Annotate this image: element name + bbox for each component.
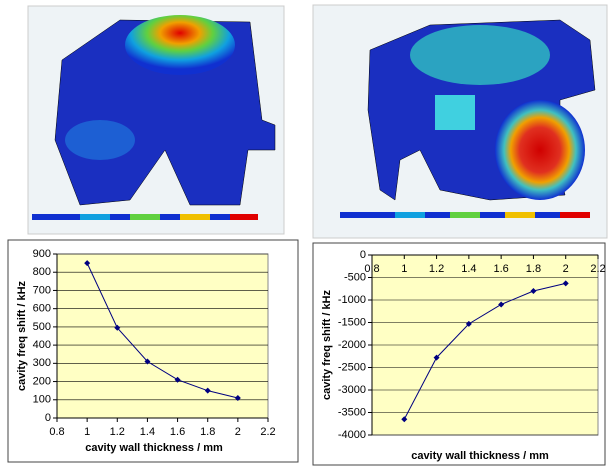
x-axis-label: cavity wall thickness / mm [85, 442, 223, 454]
y-tick-label: -500 [344, 271, 366, 283]
x-tick-label: 0.8 [49, 426, 64, 438]
y-axis-label: cavity freq shift / kHz [16, 280, 28, 391]
x-tick-label: 1.2 [429, 263, 444, 275]
data-point [174, 376, 181, 383]
y-tick-label: 400 [33, 339, 51, 351]
x-tick-label: 1.6 [493, 263, 508, 275]
data-point [234, 394, 241, 401]
plot-area [56, 253, 269, 419]
y-tick-label: 800 [33, 266, 51, 278]
y-tick-label: -2000 [338, 339, 366, 351]
y-tick-label: 0 [45, 412, 51, 424]
fea-image-right [312, 4, 608, 239]
x-tick-label: 1 [401, 263, 407, 275]
data-line [86, 262, 238, 399]
y-tick-label: -4000 [338, 429, 366, 441]
x-tick-label: 2.2 [590, 263, 605, 275]
x-tick-label: 1.2 [110, 426, 125, 438]
x-tick-label: 0.8 [364, 263, 379, 275]
x-tick-label: 2 [235, 426, 241, 438]
y-tick-label: 300 [33, 357, 51, 369]
y-tick-label: 700 [33, 284, 51, 296]
x-tick-label: 1.6 [170, 426, 185, 438]
data-point [433, 354, 440, 361]
data-point [144, 358, 151, 365]
x-tick-label: 2 [563, 263, 569, 275]
data-point [401, 416, 408, 423]
x-axis-label: cavity wall thickness / mm [411, 450, 549, 462]
y-tick-label: 500 [33, 321, 51, 333]
x-tick-label: 2.2 [260, 426, 275, 438]
data-point [498, 301, 505, 308]
y-tick-label: 900 [33, 248, 51, 260]
x-tick-label: 1.8 [526, 263, 541, 275]
y-tick-label: -2500 [338, 361, 366, 373]
x-tick-label: 1.4 [461, 263, 476, 275]
y-tick-label: -3500 [338, 406, 366, 418]
y-tick-label: -3000 [338, 384, 366, 396]
data-point [204, 387, 211, 394]
data-line [403, 282, 566, 420]
y-tick-label: 0 [360, 249, 366, 261]
x-tick-label: 1.8 [200, 426, 215, 438]
data-point [530, 288, 537, 294]
x-tick-label: 1 [84, 426, 90, 438]
x-tick-label: 1.4 [140, 426, 155, 438]
data-point [84, 260, 91, 267]
data-point [465, 320, 472, 327]
y-tick-label: 100 [33, 394, 51, 406]
y-tick-label: -1500 [338, 316, 366, 328]
y-tick-label: 200 [33, 375, 51, 387]
data-point [562, 280, 569, 287]
y-axis-label: cavity freq shift / kHz [321, 289, 333, 400]
y-tick-label: -1000 [338, 294, 366, 306]
data-point [114, 324, 121, 331]
y-tick-label: 600 [33, 303, 51, 315]
fea-image-left [27, 5, 285, 235]
